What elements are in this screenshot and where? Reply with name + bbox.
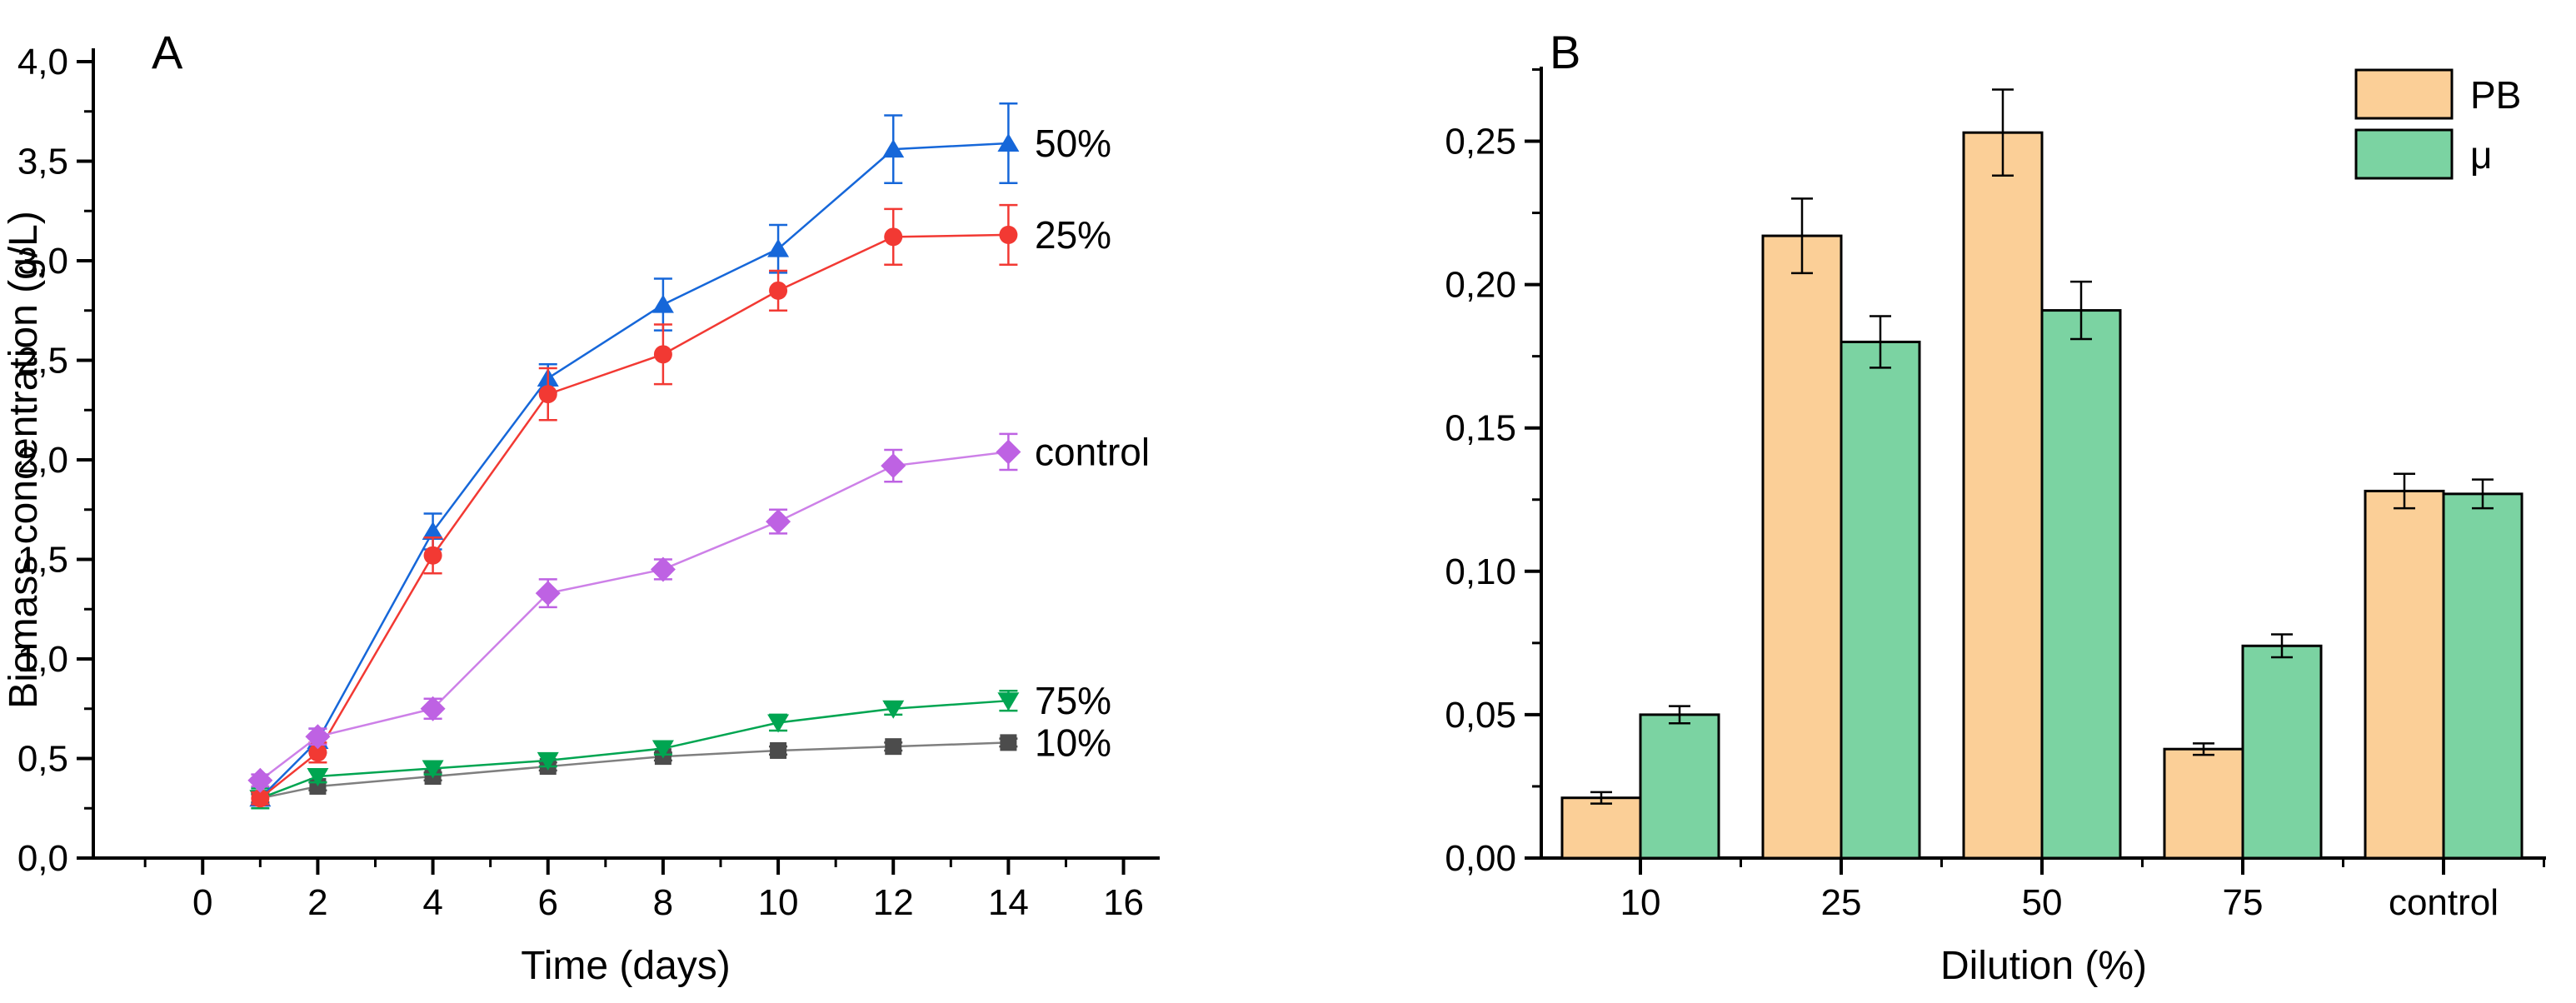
legend-swatch-PB — [2354, 68, 2454, 120]
data-point-diamond — [650, 556, 676, 582]
data-point-circle — [884, 227, 903, 247]
series-end-label: 25% — [1035, 213, 1111, 257]
series-line-75% — [259, 699, 1009, 800]
bar-PB-10 — [1560, 796, 1642, 860]
x-tick-label: 8 — [653, 882, 673, 923]
data-point-circle — [423, 546, 442, 565]
data-point-triangle-down — [422, 760, 444, 779]
data-point-triangle-down — [997, 692, 1020, 711]
panel-letter: B — [1550, 26, 1580, 78]
series-line-10% — [260, 741, 1009, 800]
x-tick-label: 6 — [537, 882, 557, 923]
data-point-triangle-down — [767, 714, 790, 733]
y-tick-label: 0,05 — [1445, 695, 1516, 736]
bar-PB-50 — [1962, 131, 2044, 860]
y-tick-label: 0,20 — [1445, 265, 1516, 306]
bar-PB-control — [2364, 489, 2445, 860]
x-tick-label: 14 — [988, 882, 1029, 923]
y-tick-label: 0,00 — [1445, 838, 1516, 879]
y-tick-label: 0,0 — [17, 838, 68, 879]
y-tick-label: 2,5 — [17, 341, 68, 382]
y-tick-label: 0,5 — [17, 739, 68, 780]
y-axis-title: Biomass concentration (g/L) — [2, 211, 46, 709]
bar-μ-control — [2442, 492, 2524, 860]
y-tick-label: 0,25 — [1445, 121, 1516, 162]
x-tick-label: 2 — [307, 882, 327, 923]
legend-label: PB — [2470, 73, 2521, 117]
series-end-label: 50% — [1035, 122, 1111, 165]
data-point-circle — [308, 743, 327, 762]
bar-μ-25 — [1840, 340, 1921, 860]
y-tick-label: 1,0 — [17, 639, 68, 680]
x-tick-label: 0 — [192, 882, 212, 923]
y-tick-label: 0,15 — [1445, 408, 1516, 449]
data-point-square — [885, 738, 902, 756]
data-point-triangle-up — [651, 294, 674, 313]
y-tick-label: 2,0 — [17, 440, 68, 481]
data-point-diamond — [247, 767, 273, 793]
x-tick-label: 25 — [1821, 882, 1862, 923]
y-tick-label: 3,0 — [17, 241, 68, 282]
data-point-diamond — [996, 439, 1021, 465]
series-end-label: 10% — [1035, 721, 1111, 764]
data-point-circle — [769, 281, 788, 300]
data-point-triangle-up — [997, 132, 1020, 152]
data-point-circle — [538, 385, 557, 404]
series-end-label: 75% — [1035, 679, 1111, 722]
data-point-circle — [653, 345, 672, 364]
data-point-triangle-down — [537, 751, 559, 771]
x-tick-label: 10 — [758, 882, 799, 923]
x-tick-label: control — [2389, 882, 2499, 923]
y-tick-label: 3,5 — [17, 142, 68, 182]
data-point-triangle-up — [422, 521, 444, 541]
x-axis-title: Dilution (%) — [1940, 944, 2147, 988]
x-tick-label: 50 — [2022, 882, 2063, 923]
x-tick-label: 16 — [1103, 882, 1144, 923]
data-point-circle — [999, 225, 1018, 244]
data-point-square — [770, 741, 787, 759]
legend-swatch-μ — [2354, 128, 2454, 180]
data-point-triangle-up — [882, 139, 905, 158]
x-axis-title: Time (days) — [521, 944, 731, 988]
series-line-25% — [259, 233, 1009, 800]
x-tick-label: 75 — [2223, 882, 2264, 923]
y-tick-label: 1,5 — [17, 540, 68, 581]
x-tick-label: 4 — [422, 882, 442, 923]
series-end-label: control — [1035, 430, 1150, 473]
bar-μ-10 — [1639, 713, 1720, 860]
x-tick-label: 10 — [1620, 882, 1661, 923]
data-point-square — [1000, 734, 1017, 751]
data-point-diamond — [766, 509, 791, 535]
series-line-control — [259, 451, 1009, 781]
data-point-diamond — [420, 696, 446, 721]
data-point-diamond — [305, 724, 331, 750]
x-tick-label: 12 — [873, 882, 914, 923]
data-point-triangle-up — [767, 238, 790, 257]
data-point-triangle-down — [651, 740, 674, 759]
y-tick-label: 4,0 — [17, 42, 68, 82]
series-line-50% — [259, 142, 1009, 800]
bar-PB-75 — [2163, 747, 2244, 860]
bar-PB-25 — [1761, 234, 1843, 860]
bar-μ-75 — [2241, 644, 2323, 860]
data-point-circle — [251, 789, 270, 808]
legend-label: μ — [2470, 133, 2493, 177]
data-point-triangle-down — [307, 768, 329, 787]
panel-letter: A — [152, 26, 183, 78]
y-tick-label: 0,10 — [1445, 551, 1516, 592]
bar-μ-50 — [2040, 309, 2122, 860]
data-point-diamond — [535, 581, 561, 606]
data-point-diamond — [881, 453, 906, 479]
data-point-triangle-down — [882, 700, 905, 719]
